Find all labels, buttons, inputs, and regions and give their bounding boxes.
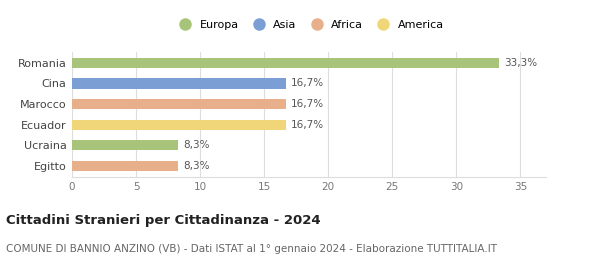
Text: 8,3%: 8,3% <box>184 161 210 171</box>
Text: 16,7%: 16,7% <box>291 99 324 109</box>
Text: 16,7%: 16,7% <box>291 120 324 130</box>
Bar <box>72 140 178 151</box>
Bar <box>72 99 286 109</box>
Text: COMUNE DI BANNIO ANZINO (VB) - Dati ISTAT al 1° gennaio 2024 - Elaborazione TUTT: COMUNE DI BANNIO ANZINO (VB) - Dati ISTA… <box>6 244 497 254</box>
Text: 8,3%: 8,3% <box>184 140 210 150</box>
Bar <box>72 58 499 68</box>
Bar <box>72 78 286 89</box>
Text: 16,7%: 16,7% <box>291 79 324 88</box>
Text: Cittadini Stranieri per Cittadinanza - 2024: Cittadini Stranieri per Cittadinanza - 2… <box>6 214 320 227</box>
Legend: Europa, Asia, Africa, America: Europa, Asia, Africa, America <box>174 20 444 30</box>
Text: 33,3%: 33,3% <box>504 58 537 68</box>
Bar <box>72 120 286 130</box>
Bar <box>72 161 178 171</box>
